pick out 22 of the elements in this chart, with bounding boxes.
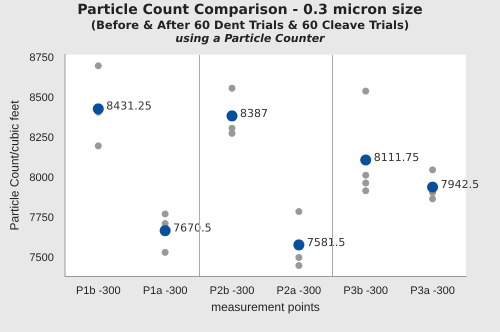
data-label: 8387 (240, 106, 268, 120)
y-tick-label: 8500 (29, 92, 54, 104)
data-label: 7942.5 (440, 178, 480, 191)
y-axis-title: Particle Count/cubic feet (8, 100, 22, 231)
x-tick-label: P2a -300 (276, 285, 322, 298)
y-tick-label: 8750 (29, 52, 54, 64)
data-label: 7581.5 (306, 236, 346, 249)
y-tick-label: 8250 (29, 132, 54, 144)
chart-title: Particle Count Comparison - 0.3 micron size (76, 1, 424, 18)
data-label: 8111.75 (374, 150, 420, 164)
x-tick-label: P3a -300 (410, 285, 455, 298)
x-tick-label: P1b -300 (76, 285, 121, 298)
x-axis-title: measurement points (211, 300, 320, 314)
x-tick-label: P2b -300 (210, 285, 254, 298)
x-tick-label: P3b -300 (343, 285, 388, 298)
y-tick-label: 8000 (29, 172, 54, 184)
data-label: 8431.25 (106, 100, 152, 113)
x-tick-label: P1a -300 (142, 285, 188, 298)
text: using a Particle Counter (174, 32, 326, 45)
y-tick-label: 7500 (29, 252, 54, 264)
chart-subtitle: (Before & After 60 Dent Trials & 60 Cleave Trials) (90, 18, 410, 32)
y-tick-label: 7750 (29, 212, 54, 224)
